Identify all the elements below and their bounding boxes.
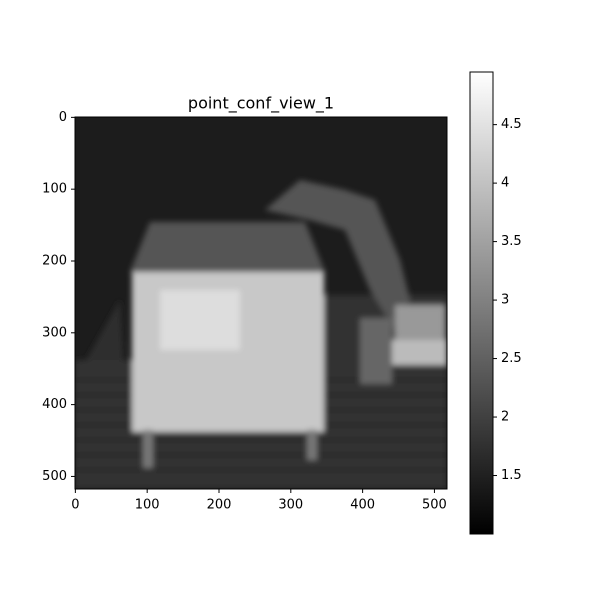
y-tick-label: 400 xyxy=(42,397,67,412)
colorbar xyxy=(469,71,494,535)
x-tick-label: 0 xyxy=(71,498,79,513)
colorbar-tick-label: 2.5 xyxy=(501,351,522,366)
x-tick-label: 400 xyxy=(350,498,375,513)
colorbar-tick-label: 3 xyxy=(501,293,509,308)
x-tick-label: 300 xyxy=(278,498,303,513)
colorbar-tick-label: 4.5 xyxy=(501,117,522,132)
chart-title: point_conf_view_1 xyxy=(188,94,334,114)
colorbar-tick-label: 2 xyxy=(501,410,509,425)
y-tick-label: 300 xyxy=(42,325,67,340)
x-tick-label: 500 xyxy=(422,498,447,513)
heatmap-image xyxy=(75,117,447,489)
y-tick-label: 200 xyxy=(42,253,67,268)
x-tick-label: 200 xyxy=(207,498,232,513)
y-tick-label: 500 xyxy=(42,469,67,484)
colorbar-tick-label: 1.5 xyxy=(501,468,522,483)
colorbar-tick-label: 3.5 xyxy=(501,234,522,249)
y-tick-label: 100 xyxy=(42,182,67,197)
y-tick-label: 0 xyxy=(59,110,67,125)
x-tick-label: 100 xyxy=(135,498,160,513)
colorbar-tick-label: 4 xyxy=(501,176,509,191)
axes-frame xyxy=(74,116,448,490)
